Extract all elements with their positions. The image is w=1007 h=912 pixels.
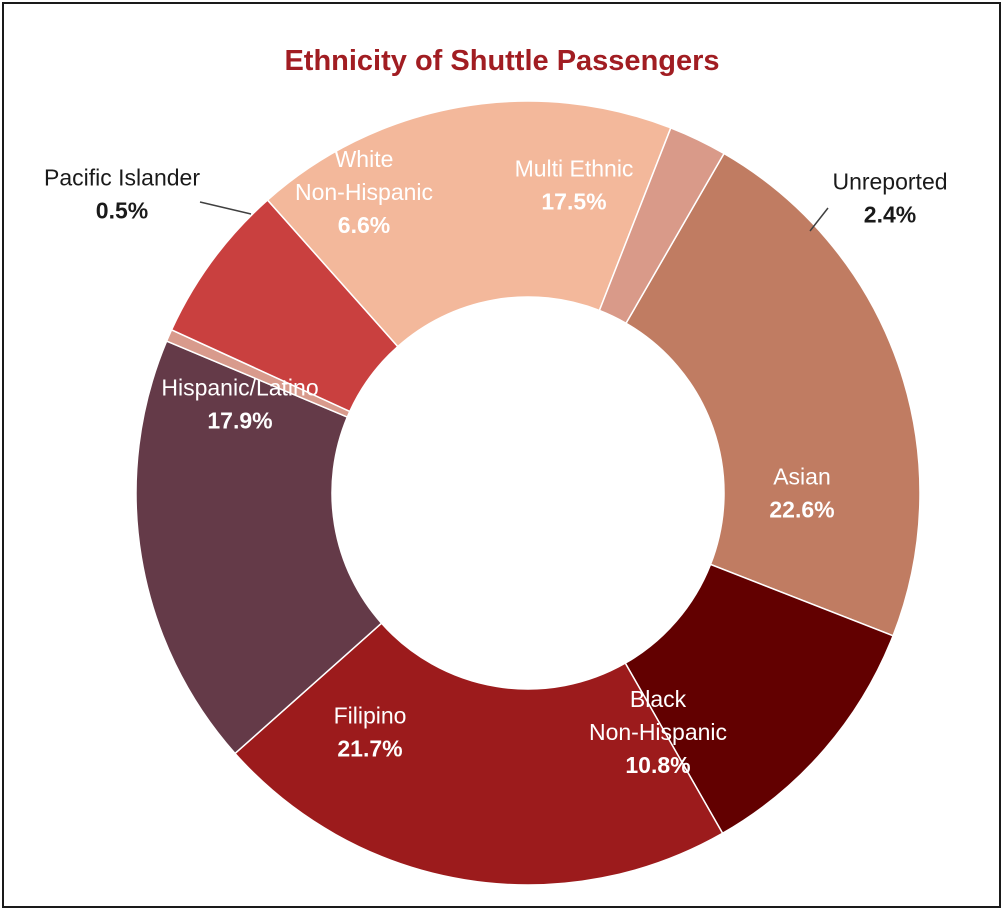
slice-label-white-non-hispanic: White Non-Hispanic 6.6%	[295, 146, 433, 238]
slice-label-unreported: Unreported 2.4%	[832, 169, 947, 228]
leader-line-unreported	[809, 207, 829, 232]
slice-asian	[624, 152, 921, 637]
donut-chart: Ethnicity of Shuttle Passengers Asian 22.…	[44, 45, 948, 886]
slice-value-multi-ethnic: 17.5%	[541, 189, 606, 215]
chart-title: Ethnicity of Shuttle Passengers	[284, 45, 719, 77]
slice-name-black-non-hispanic: Non-Hispanic	[589, 719, 727, 745]
slice-name-filipino: Filipino	[334, 703, 407, 729]
slice-label-asian: Asian 22.6%	[769, 464, 834, 523]
slice-black-non-hispanic	[624, 563, 895, 835]
slice-value-hispanic-latino: 17.9%	[207, 408, 272, 434]
slice-name-white-non-hispanic: Non-Hispanic	[295, 179, 433, 205]
slice-hispanic-latino	[135, 340, 383, 755]
slice-name-multi-ethnic: Multi Ethnic	[515, 156, 634, 182]
slice-value-black-non-hispanic: 10.8%	[625, 752, 690, 778]
slice-value-asian: 22.6%	[769, 497, 834, 523]
slice-labels: Asian 22.6% Black Non-Hispanic 10.8% Filipino…	[44, 146, 948, 778]
slice-name-white-non-hispanic: White	[335, 146, 394, 172]
slice-label-multi-ethnic: Multi Ethnic 17.5%	[515, 156, 634, 215]
slice-name-hispanic-latino: Hispanic/Latino	[161, 375, 318, 401]
slice-value-filipino: 21.7%	[337, 736, 402, 762]
donut-slices	[135, 100, 921, 886]
slice-label-hispanic-latino: Hispanic/Latino 17.9%	[161, 375, 318, 434]
slice-name-pacific-islander: Pacific Islander	[44, 165, 200, 191]
slice-label-filipino: Filipino 21.7%	[334, 703, 407, 762]
leader-lines	[199, 201, 829, 232]
leader-line-pacific-islander	[199, 201, 252, 215]
slice-filipino	[233, 622, 724, 886]
slice-label-black-non-hispanic: Black Non-Hispanic 10.8%	[589, 686, 727, 778]
slice-multi-ethnic	[266, 100, 672, 348]
slice-unreported	[598, 126, 726, 325]
slice-label-pacific-islander: Pacific Islander 0.5%	[44, 165, 200, 224]
slice-value-pacific-islander: 0.5%	[96, 198, 148, 224]
slice-value-white-non-hispanic: 6.6%	[338, 212, 390, 238]
slice-name-unreported: Unreported	[832, 169, 947, 195]
slice-value-unreported: 2.4%	[864, 202, 916, 228]
slice-name-asian: Asian	[773, 464, 831, 490]
slice-name-black-non-hispanic: Black	[630, 686, 687, 712]
